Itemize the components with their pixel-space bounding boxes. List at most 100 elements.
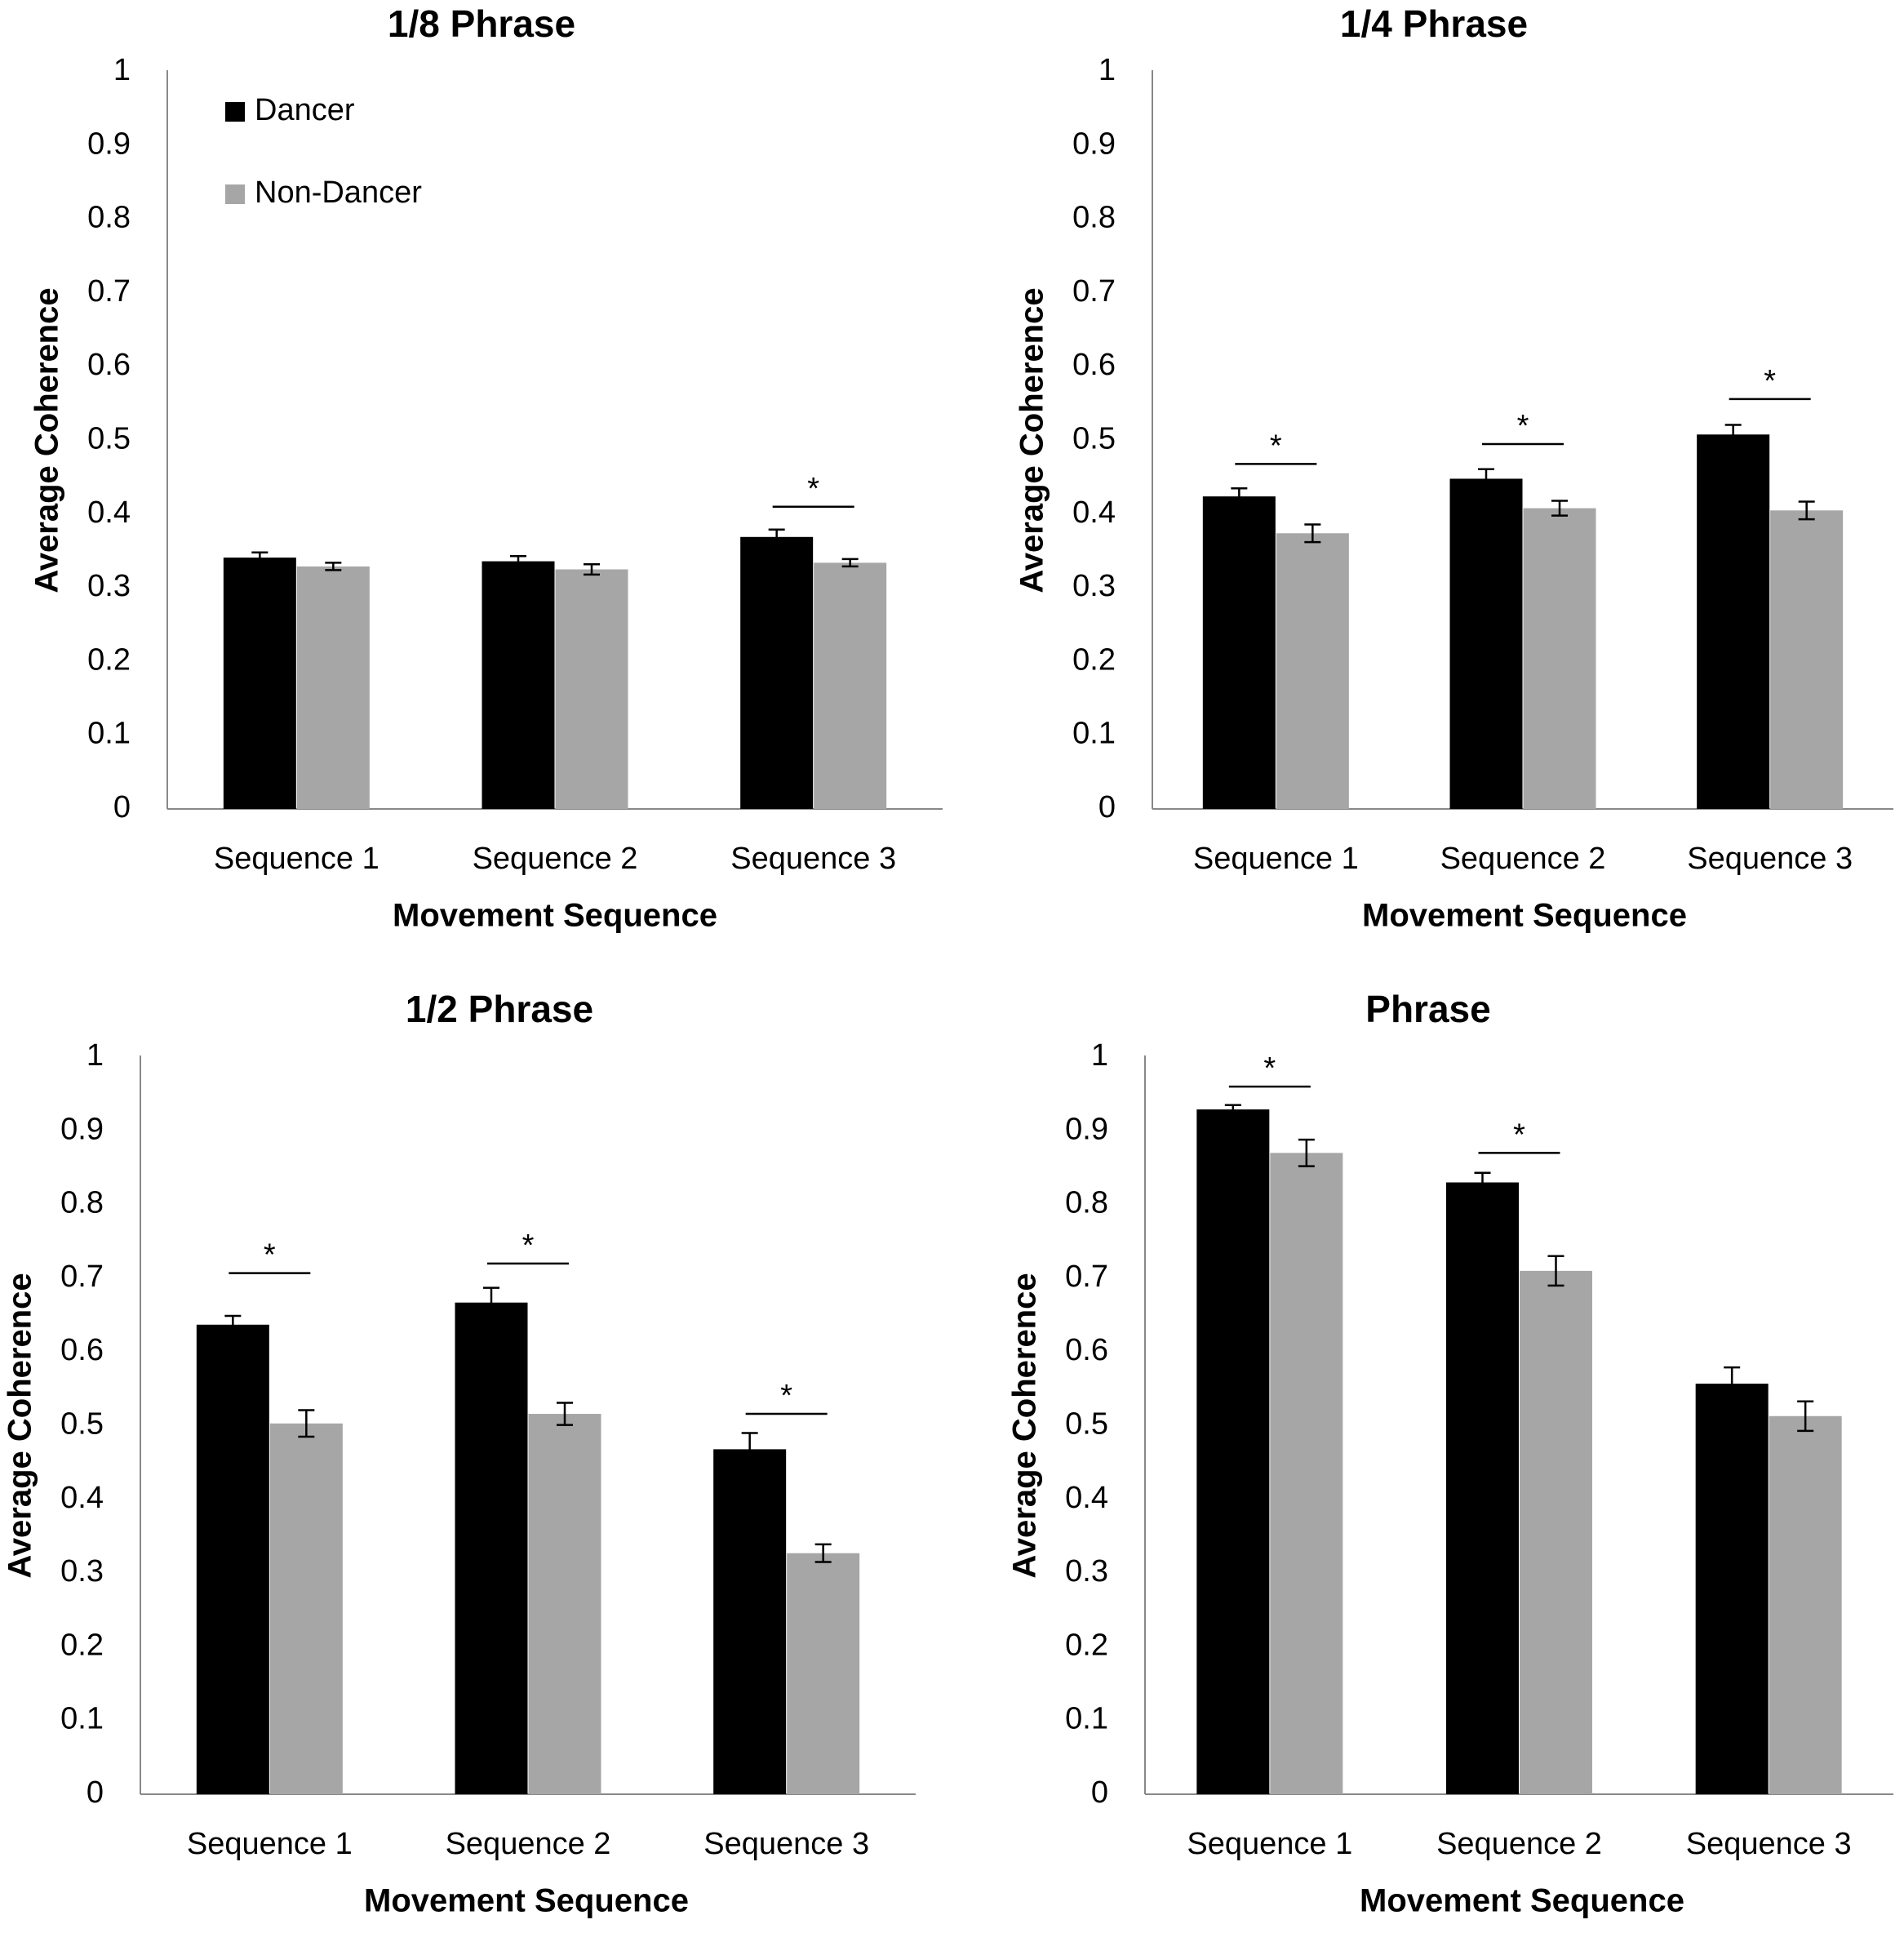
error-bar [1304,523,1321,544]
x-tick-label: Sequence 1 [214,842,379,876]
x-tick-label: Sequence 1 [187,1827,353,1861]
bar-dancer [1202,496,1276,809]
bar-dancer [1697,434,1770,809]
y-tick-label: 0.2 [1072,642,1116,677]
y-tick-label: 0.6 [87,348,131,382]
chart-panel-4: Phrase Average Coherence 0 0.1 0.2 0.3 0.4 0.5 0… [1007,988,1893,1919]
y-tick-label: 0.7 [87,274,131,309]
bar-dancer [713,1449,787,1794]
y-tick-label: 0.1 [87,717,131,751]
bar-non-dancer [787,1553,860,1794]
legend-swatch-dancer [225,102,245,122]
bar-dancer [740,536,814,809]
chart-panel-2: 1/4 Phrase Average Coherence 0 0.1 0.2 0.3 0.4… [1014,2,1893,934]
y-tick-label: 0.6 [1072,348,1116,382]
y-axis-label: Average Coherence [29,287,65,593]
y-tick-label: 0.3 [87,569,131,603]
error-bar [814,1543,832,1563]
error-bar [483,1286,499,1319]
y-tick-label: 0.6 [60,1333,104,1367]
y-tick-label: 0.1 [60,1702,104,1736]
bar-non-dancer [296,566,370,809]
y-tick-label: 0.8 [87,201,131,235]
y-tick-label: 0.9 [1072,127,1116,161]
error-bar [741,1432,758,1467]
bar-dancer [1449,478,1523,809]
y-tick-label: 0.2 [60,1628,104,1662]
y-tick-label: 0.5 [87,422,131,456]
y-tick-label: 0 [1098,790,1116,824]
x-tick-label: Sequence 1 [1193,842,1359,876]
bar-non-dancer [269,1423,343,1794]
y-tick-label: 0.5 [60,1407,104,1442]
error-bar [251,551,269,564]
x-axis-label: Movement Sequence [364,1883,689,1919]
error-bar [1551,500,1568,517]
y-tick-label: 0.4 [60,1481,104,1515]
x-tick-label: Sequence 2 [1440,842,1606,876]
y-tick-label: 0.4 [1065,1481,1108,1515]
x-tick-label: Sequence 1 [1187,1827,1352,1861]
chart-panel-1: 1/8 Phrase Average Coherence 0 0.1 0.2 0.3 0.4… [29,2,943,934]
bar-dancer [223,558,296,809]
error-bar [1797,1400,1814,1433]
significance-marker: * [780,1379,792,1413]
error-bar [841,558,859,568]
bar-non-dancer [814,562,887,809]
error-bar [1474,1171,1491,1193]
error-bar [298,1409,315,1438]
y-tick-label: 0.9 [1065,1112,1108,1146]
y-tick-label: 0.2 [1065,1628,1108,1662]
y-tick-label: 0 [113,790,131,824]
significance-marker: * [1263,1051,1276,1086]
y-tick-label: 0.3 [1065,1554,1108,1589]
y-tick-label: 0.5 [1072,422,1116,456]
error-bar [1724,424,1742,446]
y-tick-label: 0.8 [60,1186,104,1220]
x-axis-label: Movement Sequence [1362,898,1687,934]
legend-swatch-non-dancer [225,184,245,204]
error-bar [1724,1366,1741,1402]
bar-non-dancer [1770,510,1844,809]
x-tick-label: Sequence 3 [1686,1827,1852,1861]
error-bar [584,562,600,576]
y-tick-label: 0.1 [1065,1702,1108,1736]
y-tick-label: 1 [1091,1038,1108,1073]
y-tick-label: 0.8 [1072,201,1116,235]
y-axis-label: Average Coherence [1007,1273,1043,1578]
x-tick-label: Sequence 2 [473,842,638,876]
y-tick-label: 0.9 [87,127,131,161]
bar-non-dancer [1270,1153,1343,1794]
bar-non-dancer [1520,1270,1592,1794]
chart-title: Phrase [1365,988,1490,1030]
y-tick-label: 0 [1091,1775,1108,1810]
bar-dancer [482,561,555,809]
error-bar [510,555,526,568]
bar-non-dancer [1523,508,1596,809]
error-bar [1798,500,1815,521]
y-tick-label: 0.3 [1072,569,1116,603]
bar-non-dancer [555,569,628,809]
significance-marker: * [522,1229,535,1263]
x-tick-label: Sequence 3 [703,1827,869,1861]
bar-non-dancer [528,1414,601,1794]
error-bar [1231,487,1248,506]
y-tick-label: 0.9 [60,1112,104,1146]
bar-dancer [1196,1109,1270,1794]
error-bar [1298,1138,1315,1167]
y-tick-label: 0 [87,1775,104,1810]
legend-label: Dancer [255,93,355,127]
y-tick-label: 0.5 [1065,1407,1108,1442]
y-tick-label: 0.7 [1072,274,1116,309]
y-tick-label: 0.8 [1065,1186,1108,1220]
error-bar [768,528,785,546]
chart-panel-3: 1/2 Phrase Average Coherence 0 0.1 0.2 0.3 0.4… [2,988,916,1919]
significance-marker: * [1764,364,1776,398]
significance-marker: * [264,1238,276,1273]
x-axis-label: Movement Sequence [1360,1883,1684,1919]
bar-non-dancer [1276,533,1349,809]
y-tick-label: 0.4 [1072,495,1116,530]
x-axis-label: Movement Sequence [393,898,717,934]
y-axis-label: Average Coherence [2,1273,38,1578]
